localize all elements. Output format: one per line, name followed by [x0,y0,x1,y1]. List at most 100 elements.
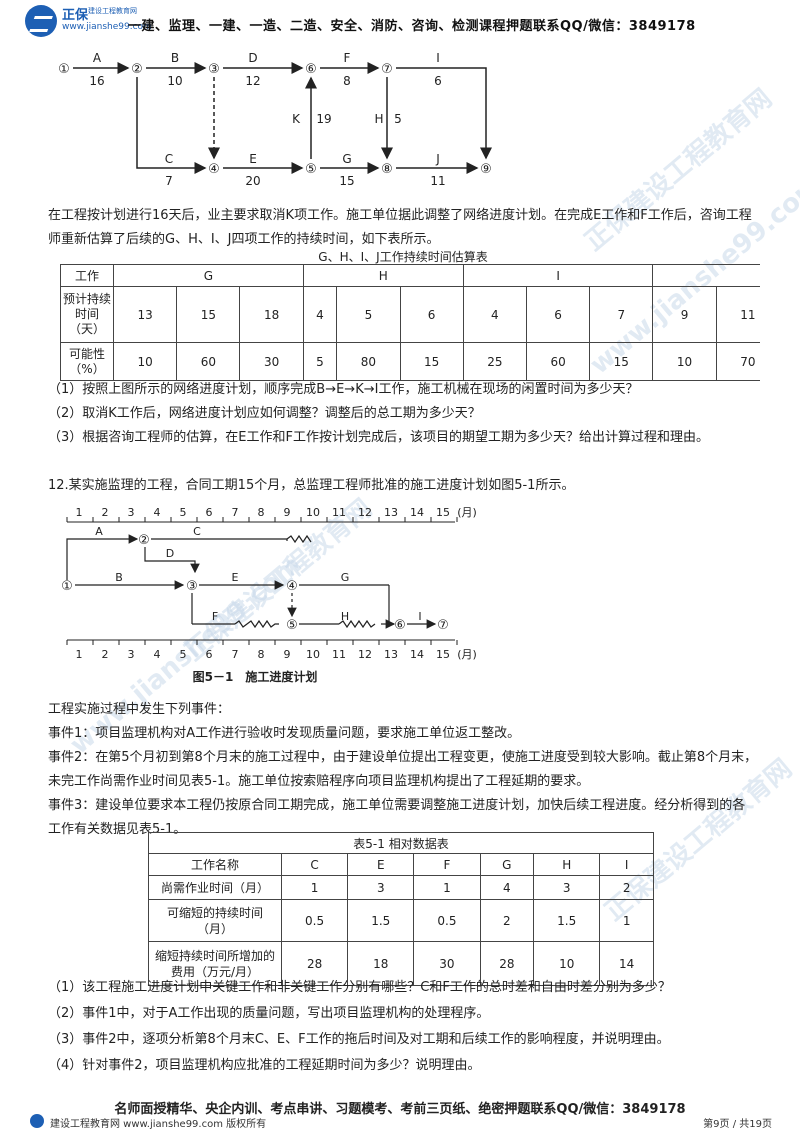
table-cell: 9 [652,286,717,343]
table-cell: 0.5 [413,899,481,942]
table-cell: 7 [589,286,654,343]
month-label: 5 [180,506,187,519]
table1-caption: G、H、I、J工作持续时间估算表 [318,250,488,264]
activity-label: H [341,610,349,623]
node-6: ⑥ [394,618,406,633]
table-cell: 10 [112,342,178,381]
table-cell: 6 [525,286,591,343]
table-cell: 60 [525,342,591,381]
figure-caption: 图5－1 施工进度计划 [193,669,318,684]
table-cell: 1 [413,875,481,900]
month-label: 2 [102,648,109,661]
question-item: （1）按照上图所示的网络进度计划，顺序完成B→E→K→I工作，施工机械在现场的闲… [48,382,639,397]
activity-label: G [341,571,350,584]
month-label: 8 [258,648,265,661]
table-cell: 6 [399,286,464,343]
activity-label: B [115,571,123,584]
node-9: ⑨ [480,162,492,177]
month-label: 11 [332,506,346,519]
table-cell: 5 [336,286,401,343]
node-6: ⑥ [305,62,317,77]
table-cell: 18 [239,286,304,343]
activity-label: F [344,51,351,65]
question-list-2: （1）该工程施工进度计划中关键工作和非关键工作分别有哪些？C和F工作的总时差和自… [48,975,768,1079]
row-label: 可缩短的持续时间（月） [148,899,282,942]
table-header: E [347,853,415,876]
event-item: 事件2：在第5个月初到第8个月末的施工过程中，由于建设单位提出工程变更，使施工进… [48,750,758,789]
activity-label: D [248,51,257,65]
month-label: 15 [436,506,450,519]
activity-duration: 5 [394,112,402,126]
month-label: 4 [154,506,161,519]
month-label: 6 [206,648,213,661]
footer-promo: 名师面授精华、央企内训、考点串讲、习题模考、考前三页纸、绝密押题联系QQ/微信：… [114,1102,686,1117]
logo-url: www.jianshe99.com [62,22,152,32]
table-cell: 28 [479,941,535,986]
page-footer: 建设工程教育网 www.jianshe99.com 版权所有 第9页 / 共19… [0,1112,800,1132]
activity-duration: 7 [165,174,173,188]
table-cell: 1.5 [533,899,601,942]
table-cell: 2 [599,875,654,900]
month-label: 7 [232,506,239,519]
activity-label: K [292,112,301,126]
month-label: 7 [232,648,239,661]
duration-estimate-table: 工作 G H I J 预计持续时间（天） 13 15 18 4 5 6 4 6 … [60,264,760,381]
activity-label: A [95,525,103,538]
node-4: ④ [208,162,220,177]
row-label: 可能性（%） [60,342,114,381]
logo-icon [25,5,57,37]
question-item: （2）取消K工作后，网络进度计划应如何调整？调整后的总工期为多少天？ [48,406,481,421]
table-cell: 11 [715,286,760,343]
activity-label: J [435,152,440,166]
table-header: G [479,853,535,876]
table-cell: 25 [462,342,527,381]
month-label: 9 [284,506,291,519]
table-cell: 30 [239,342,304,381]
activity-duration: 6 [434,74,442,88]
logo-icon [30,1114,44,1128]
table-cell: 18 [347,941,415,986]
table-cell: 10 [533,941,601,986]
month-label: 14 [410,506,424,519]
month-label: 10 [306,506,320,519]
question-12-intro: 12.某实施监理的工程，合同工期15个月，总监理工程师批准的施工进度计划如图5-… [48,478,575,493]
activity-duration: 10 [167,74,182,88]
node-1: ① [61,579,73,594]
table-cell: 15 [176,286,241,343]
activity-duration: 11 [430,174,445,188]
network-diagram-1: ① ② ③ ④ ⑤ ⑥ ⑦ ⑧ ⑨ A 16 B 10 D 12 F 8 I 6… [58,51,492,188]
month-label: 13 [384,506,398,519]
header-text: 一建、监理、一建、一造、二造、安全、消防、咨询、检测课程押题联系QQ/微信：38… [128,19,696,34]
table-header: I [462,264,654,287]
table-cell: 3 [533,875,601,900]
month-label: 14 [410,648,424,661]
month-unit: (月) [457,648,477,661]
table-cell: 70 [715,342,760,381]
node-2: ② [138,533,150,548]
activity-duration: 19 [316,112,331,126]
month-label: 6 [206,506,213,519]
activity-label: E [249,152,257,166]
month-label: 15 [436,648,450,661]
table-cell: 15 [589,342,654,381]
network-diagram-2: 1 2 3 4 5 6 7 8 9 10 11 12 13 14 15 (月) … [61,506,477,684]
node-5: ⑤ [286,618,298,633]
table-header: H [302,264,464,287]
question-intro: 在工程按计划进行16天后，业主要求取消K项工作。施工单位据此调整了网络进度计划。… [48,208,752,247]
related-data-table: 表5-1 相对数据表 工作名称 C E F G H I 尚需作业时间（月） 1 … [148,832,654,986]
table-cell: 4 [302,286,338,343]
table-cell: 2 [479,899,535,942]
table-cell: 0.5 [280,899,349,942]
table-cell: 13 [112,286,178,343]
footer-site: 建设工程教育网 www.jianshe99.com 版权所有 [50,1119,267,1130]
table-header: 工作名称 [148,853,282,876]
table-cell: 30 [413,941,481,986]
question-item: （4）针对事件2，项目监理机构应批准的工程延期时间为多少？说明理由。 [48,1058,481,1073]
month-label: 9 [284,648,291,661]
activity-label: I [436,51,440,65]
event-item: 事件1：项目监理机构对A工作进行验收时发现质量问题，要求施工单位返工整改。 [48,726,521,741]
logo-subtitle: 建设工程教育网 [88,7,137,15]
table-header: F [413,853,481,876]
activity-duration: 16 [89,74,104,88]
node-7: ⑦ [437,618,449,633]
